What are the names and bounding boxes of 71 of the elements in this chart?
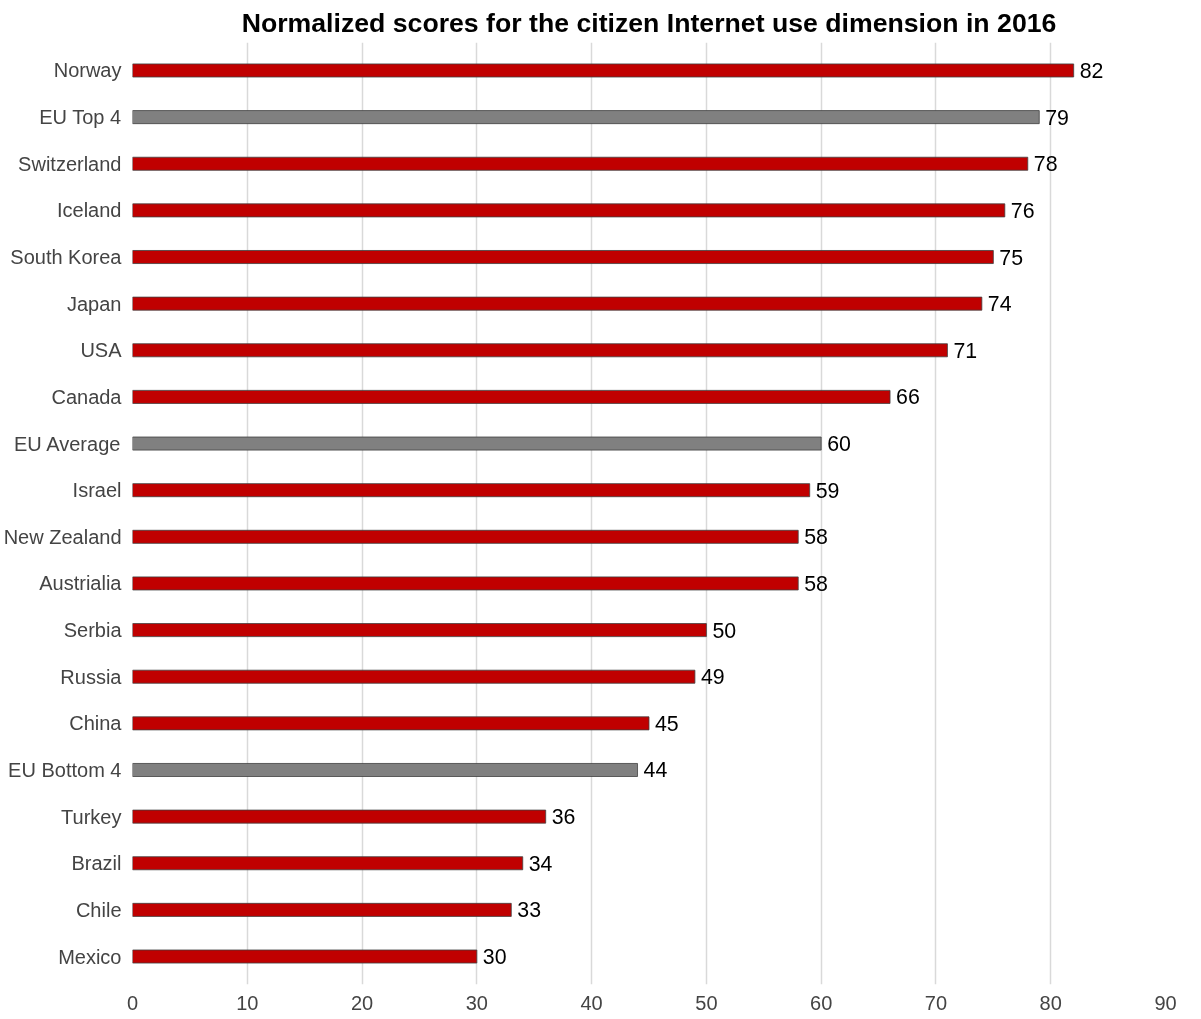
bar — [132, 949, 478, 964]
data-label: 30 — [482, 945, 507, 970]
data-label: 66 — [896, 385, 920, 410]
y-tick-label: Iceland — [57, 199, 122, 222]
bar — [132, 576, 799, 591]
data-label: 50 — [712, 618, 737, 643]
y-tick-label: Japan — [67, 292, 122, 315]
x-tick-label: 30 — [465, 991, 488, 1014]
data-label: 45 — [655, 711, 679, 736]
data-label: 58 — [804, 571, 828, 596]
bar — [132, 763, 638, 777]
data-label: 34 — [528, 851, 553, 876]
y-tick-label: Canada — [51, 385, 123, 408]
y-tick-label: USA — [80, 339, 123, 362]
y-tick-label: EU Bottom 4 — [8, 758, 122, 781]
y-tick-label: Chile — [75, 898, 122, 921]
y-tick-label: Serbia — [63, 619, 123, 642]
bar — [132, 110, 1040, 125]
chart-title: Normalized scores for the citizen Internet use dimension in 2016 — [241, 7, 1057, 38]
x-tick-label: 80 — [1039, 991, 1062, 1014]
bar — [132, 902, 512, 917]
x-tick-label: 40 — [580, 991, 603, 1014]
data-label: 82 — [1079, 58, 1104, 83]
y-tick-label: Switzerland — [18, 152, 122, 175]
x-tick-label: 20 — [350, 991, 374, 1014]
x-tick-label: 70 — [924, 991, 948, 1014]
y-tick-label: Austrialia — [39, 572, 123, 595]
y-tick-label: Brazil — [71, 852, 122, 875]
data-label: 58 — [804, 525, 828, 550]
data-label: 74 — [987, 292, 1012, 317]
data-label: 60 — [827, 432, 852, 457]
bar — [132, 296, 983, 311]
bar — [132, 669, 696, 684]
x-tick-label: 60 — [810, 991, 833, 1014]
y-tick-label: South Korea — [10, 246, 123, 269]
bar — [132, 716, 650, 731]
bar — [132, 156, 1029, 171]
bar — [132, 529, 799, 544]
y-tick-label: China — [69, 712, 123, 735]
bar — [132, 623, 707, 638]
bar — [132, 250, 994, 264]
bar — [132, 203, 1006, 218]
data-label: 75 — [999, 245, 1024, 270]
data-label: 79 — [1045, 105, 1069, 130]
bar — [132, 343, 948, 358]
data-label: 76 — [1010, 198, 1035, 223]
y-tick-label: Russia — [60, 665, 123, 688]
y-tick-label: EU Top 4 — [39, 106, 122, 129]
data-label: 44 — [643, 758, 668, 783]
bar — [132, 389, 891, 404]
y-tick-label: EU Average — [14, 432, 121, 455]
y-tick-label: Norway — [53, 59, 122, 82]
x-tick-label: 10 — [236, 991, 259, 1014]
bar — [132, 63, 1075, 78]
data-label: 71 — [953, 338, 978, 363]
y-tick-label: New Zealand — [3, 525, 122, 548]
data-label: 49 — [700, 665, 725, 690]
bar — [132, 436, 822, 451]
y-tick-label: Israel — [72, 479, 122, 502]
data-label: 33 — [517, 898, 541, 923]
y-tick-label: Turkey — [61, 805, 122, 828]
data-label: 78 — [1033, 152, 1058, 177]
x-tick-label: 50 — [695, 991, 718, 1014]
bar — [132, 809, 547, 824]
data-label: 59 — [815, 478, 840, 503]
x-tick-label: 0 — [126, 991, 139, 1014]
y-tick-label: Mexico — [58, 945, 122, 968]
x-tick-label: 90 — [1154, 991, 1177, 1014]
bar — [132, 483, 811, 498]
data-label: 36 — [551, 805, 576, 830]
bar — [132, 856, 524, 871]
